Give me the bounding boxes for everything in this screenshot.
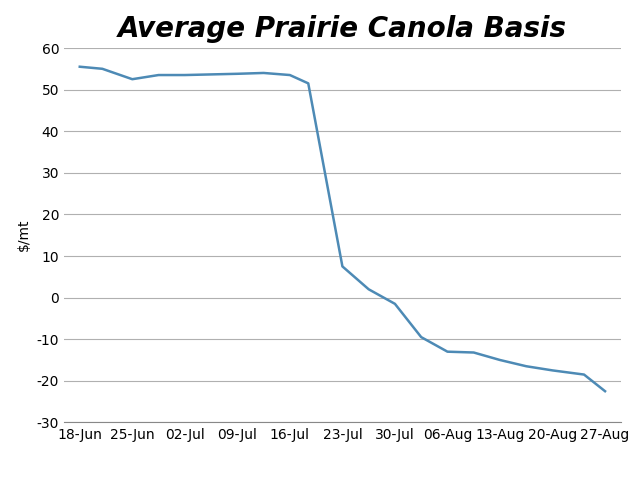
Y-axis label: $/mt: $/mt — [17, 219, 31, 252]
Title: Average Prairie Canola Basis: Average Prairie Canola Basis — [118, 15, 567, 43]
